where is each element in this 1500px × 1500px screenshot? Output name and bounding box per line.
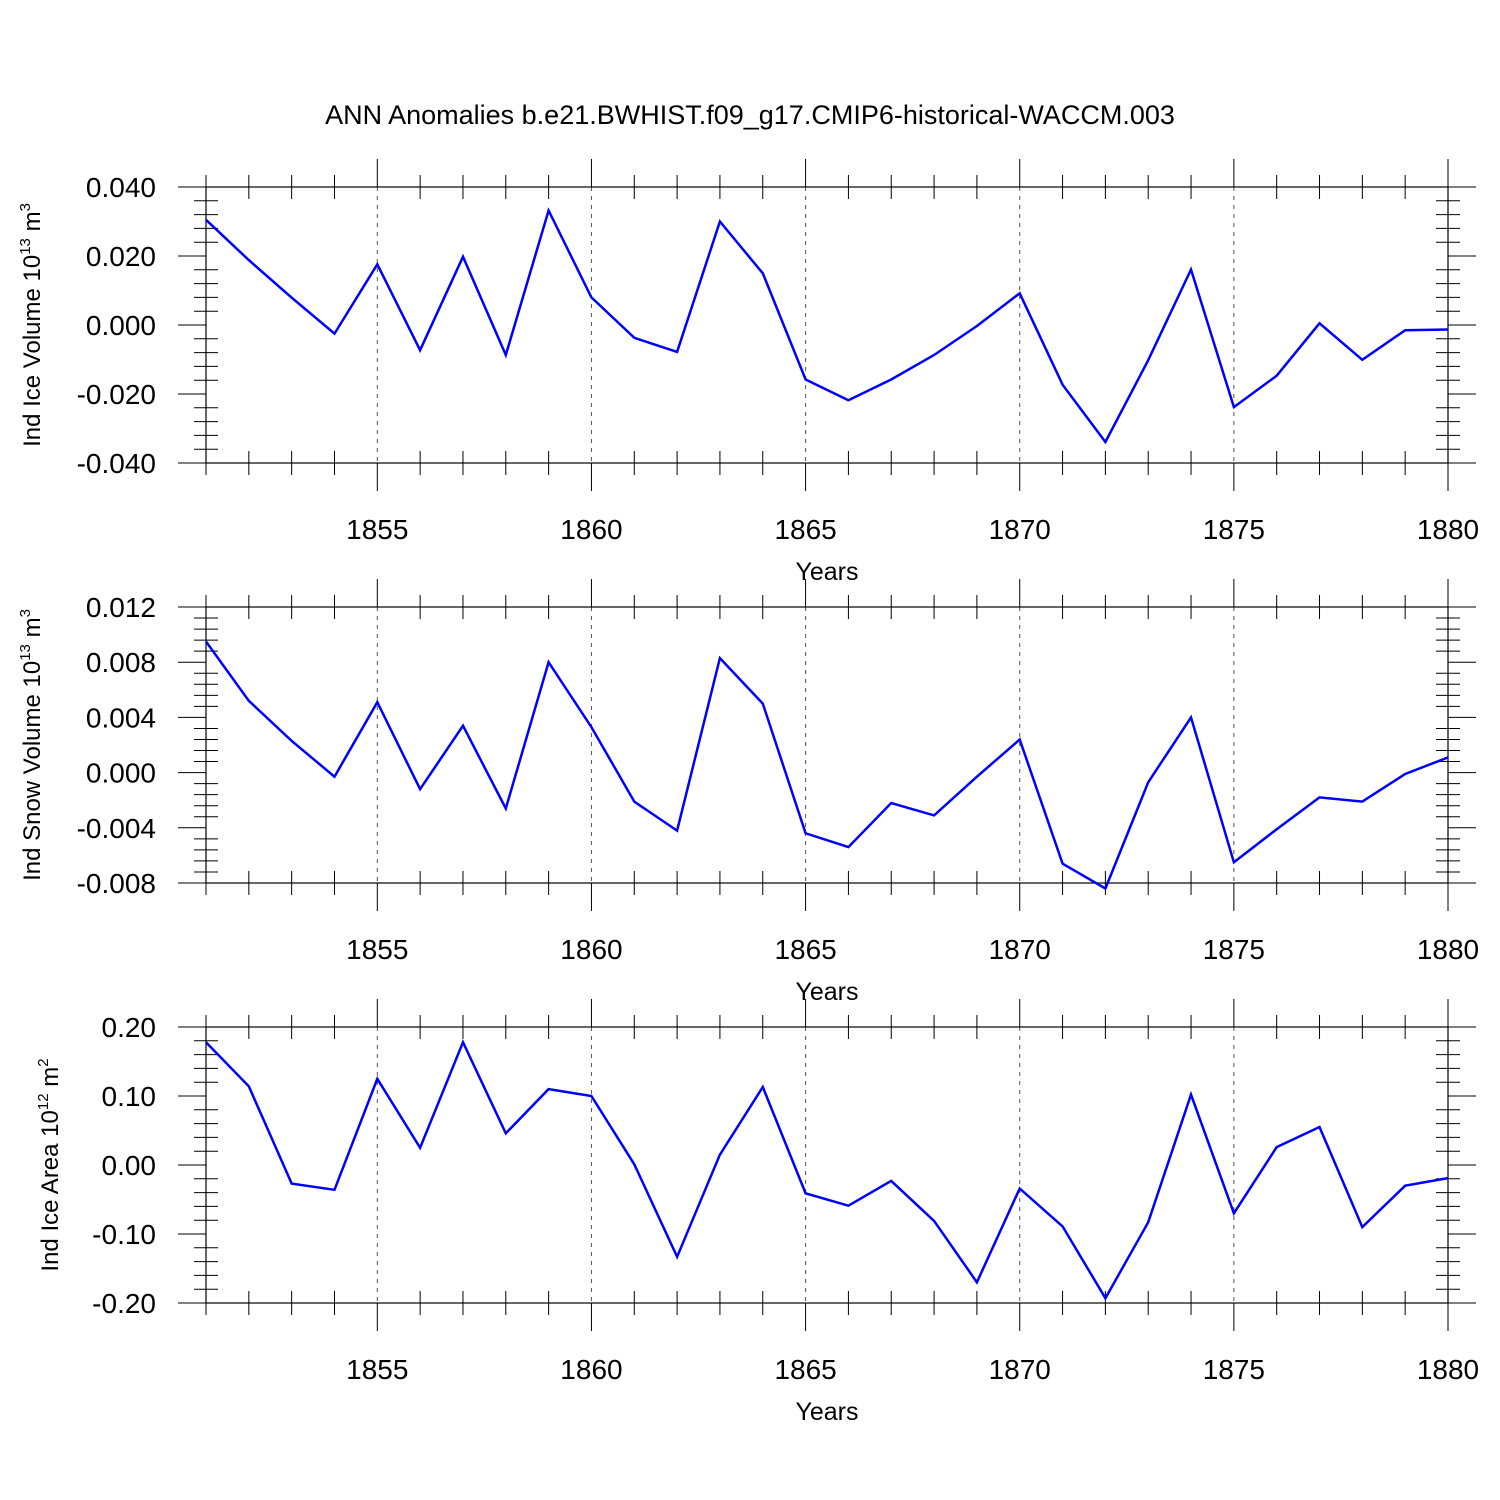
x-tick-label: 1880 bbox=[1417, 514, 1479, 545]
x-tick-label: 1855 bbox=[346, 514, 408, 545]
x-tick-label: 1855 bbox=[346, 1354, 408, 1385]
y-tick-label: -0.10 bbox=[92, 1219, 156, 1250]
y-tick-label: 0.00 bbox=[102, 1150, 157, 1181]
x-tick-label: 1880 bbox=[1417, 934, 1479, 965]
x-tick-label: 1860 bbox=[560, 934, 622, 965]
y-axis-label: Ind Snow Volume 1013 m3 bbox=[17, 609, 46, 881]
series-line bbox=[205, 1039, 1449, 1301]
x-tick-label: 1860 bbox=[560, 514, 622, 545]
x-axis-label: Years bbox=[795, 1398, 858, 1426]
y-axis-label: Ind Ice Volume 1013 m3 bbox=[17, 203, 46, 447]
x-axis-label: Years bbox=[795, 558, 858, 586]
y-tick-label: -0.008 bbox=[77, 868, 156, 899]
y-axis-label: Ind Ice Area 1012 m2 bbox=[35, 1058, 64, 1271]
x-tick-label: 1875 bbox=[1203, 1354, 1265, 1385]
x-tick-label: 1860 bbox=[560, 1354, 622, 1385]
panels: 0.040 0.020 0.000 -0.020 -0.040 1855 1860 1865 1… bbox=[17, 159, 1479, 1426]
panel-3: 0.20 0.10 0.00 -0.10 -0.20 1855 1860 1865 1870 18… bbox=[35, 999, 1479, 1426]
x-tick-label: 1865 bbox=[774, 514, 836, 545]
x-tick-label: 1870 bbox=[989, 1354, 1051, 1385]
y-tick-label: 0.20 bbox=[102, 1012, 157, 1043]
x-tick-label: 1875 bbox=[1203, 934, 1265, 965]
x-axis-label: Years bbox=[795, 978, 858, 1006]
x-tick-label: 1865 bbox=[774, 1354, 836, 1385]
panel-2: 0.012 0.008 0.004 0.000 -0.004 -0.008 1855 1860… bbox=[17, 579, 1479, 1006]
y-tick-label: 0.004 bbox=[86, 702, 156, 733]
x-tick-label: 1870 bbox=[989, 934, 1051, 965]
plot-frame bbox=[205, 186, 1449, 464]
y-tick-label: 0.000 bbox=[86, 310, 156, 341]
y-tick-label: 0.040 bbox=[86, 172, 156, 203]
x-tick-label: 1855 bbox=[346, 934, 408, 965]
series-line bbox=[204, 640, 1449, 891]
x-tick-label: 1865 bbox=[774, 934, 836, 965]
y-tick-label: -0.20 bbox=[92, 1288, 156, 1319]
y-tick-label: 0.012 bbox=[86, 592, 156, 623]
x-tick-label: 1875 bbox=[1203, 514, 1265, 545]
plot-frame bbox=[205, 1026, 1449, 1304]
y-tick-label: -0.004 bbox=[77, 813, 156, 844]
series-line bbox=[205, 207, 1449, 445]
y-tick-label: 0.000 bbox=[86, 758, 156, 789]
x-tick-label: 1880 bbox=[1417, 1354, 1479, 1385]
plot-frame bbox=[205, 606, 1449, 884]
y-tick-label: -0.040 bbox=[77, 448, 156, 479]
y-tick-label: 0.020 bbox=[86, 241, 156, 272]
y-tick-label: -0.020 bbox=[77, 379, 156, 410]
y-tick-label: 0.10 bbox=[102, 1081, 157, 1112]
y-tick-label: 0.008 bbox=[86, 647, 156, 678]
chart-title: ANN Anomalies b.e21.BWHIST.f09_g17.CMIP6… bbox=[325, 100, 1175, 130]
panel-1: 0.040 0.020 0.000 -0.020 -0.040 1855 1860 1865 1… bbox=[17, 159, 1479, 586]
x-tick-label: 1870 bbox=[989, 514, 1051, 545]
